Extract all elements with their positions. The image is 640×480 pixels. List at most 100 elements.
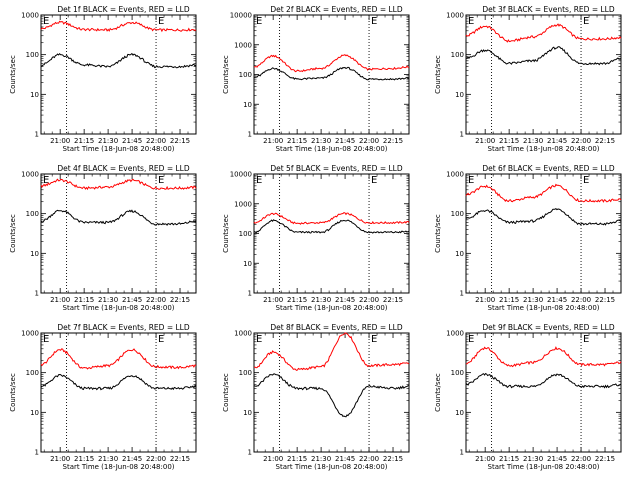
plot-frame <box>465 332 622 453</box>
y-tick-label: 10 <box>243 409 252 417</box>
y-tick-label: 10 <box>455 409 464 417</box>
x-tick-label: 21:45 <box>335 137 355 145</box>
events-series-line <box>40 52 197 69</box>
plot-frame <box>40 173 197 294</box>
lld-series-line <box>465 23 622 43</box>
x-axis-label: Start Time (18-Jun-08 20:48:00) <box>488 463 600 471</box>
x-tick-label: 21:30 <box>523 137 543 145</box>
y-tick-label: 1000 <box>446 12 464 20</box>
x-tick-label: 22:00 <box>571 296 591 304</box>
y-tick-label: 100 <box>451 51 464 59</box>
events-series-line <box>40 209 197 226</box>
y-axis-label: Counts/sec <box>9 214 17 253</box>
x-tick-label: 22:15 <box>383 455 403 463</box>
x-tick-label: 21:15 <box>287 455 307 463</box>
x-tick-label: 21:00 <box>50 455 70 463</box>
x-tick-label: 21:45 <box>547 455 567 463</box>
y-axis-label: Counts/sec <box>434 214 442 253</box>
y-tick-label: 100 <box>239 71 252 79</box>
x-tick-label: 22:15 <box>383 137 403 145</box>
y-axis-label: Counts/sec <box>222 373 230 412</box>
marker-label-left: E <box>256 175 262 186</box>
x-tick-label: 21:45 <box>122 137 142 145</box>
x-tick-label: 21:00 <box>263 455 283 463</box>
x-tick-label: 22:00 <box>359 296 379 304</box>
panel-title: Det 3f BLACK = Events, RED = LLD <box>482 5 615 14</box>
x-tick-label: 21:45 <box>335 296 355 304</box>
x-tick-label: 21:30 <box>311 137 331 145</box>
x-axis-label: Start Time (18-Jun-08 20:48:00) <box>276 463 388 471</box>
y-tick-label: 100 <box>239 230 252 238</box>
x-axis-label: Start Time (18-Jun-08 20:48:00) <box>63 304 175 312</box>
panel-title: Det 5f BLACK = Events, RED = LLD <box>270 164 403 173</box>
x-tick-label: 22:00 <box>146 296 166 304</box>
x-tick-label: 21:30 <box>311 296 331 304</box>
y-tick-label: 1 <box>248 449 252 457</box>
panel-title: Det 4f BLACK = Events, RED = LLD <box>57 164 190 173</box>
y-tick-label: 1 <box>35 131 39 139</box>
marker-label-right: E <box>371 16 377 27</box>
y-tick-label: 1000 <box>446 171 464 179</box>
x-tick-label: 21:00 <box>50 296 70 304</box>
x-tick-label: 21:45 <box>122 296 142 304</box>
plot-frame <box>40 332 197 453</box>
x-tick-label: 21:30 <box>98 455 118 463</box>
x-tick-label: 21:15 <box>287 296 307 304</box>
lld-series-line <box>465 183 622 203</box>
x-tick-label: 22:15 <box>170 296 190 304</box>
y-tick-label: 1000 <box>234 41 252 49</box>
marker-label-right: E <box>371 175 377 186</box>
marker-label-right: E <box>371 334 377 345</box>
detector-panel: Det 2f BLACK = Events, RED = LLD 1 10 100 10… <box>222 5 410 153</box>
detector-panel: Det 4f BLACK = Events, RED = LLD 1 10 100 10… <box>9 164 197 312</box>
x-tick-label: 22:15 <box>595 455 615 463</box>
y-tick-label: 10 <box>455 91 464 99</box>
detector-panel: Det 3f BLACK = Events, RED = LLD 1 10 100 10… <box>434 5 622 153</box>
y-tick-label: 10 <box>243 101 252 109</box>
y-axis-label: Counts/sec <box>434 55 442 94</box>
y-tick-label: 100 <box>239 369 252 377</box>
detector-panel: Det 7f BLACK = Events, RED = LLD 1 10 100 10… <box>9 323 197 471</box>
marker-label-right: E <box>583 334 589 345</box>
x-tick-label: 22:00 <box>571 137 591 145</box>
marker-label-right: E <box>158 334 164 345</box>
x-tick-label: 21:30 <box>523 455 543 463</box>
detector-panel: Det 5f BLACK = Events, RED = LLD 1 10 100 10… <box>222 164 410 312</box>
x-tick-label: 21:00 <box>475 137 495 145</box>
y-tick-label: 10 <box>30 250 39 258</box>
x-tick-label: 22:15 <box>595 296 615 304</box>
y-tick-label: 1000 <box>21 171 39 179</box>
events-series-line <box>465 207 622 226</box>
y-tick-label: 1 <box>460 290 464 298</box>
x-tick-label: 22:00 <box>146 137 166 145</box>
plot-frame <box>253 332 410 453</box>
x-axis-label: Start Time (18-Jun-08 20:48:00) <box>276 145 388 153</box>
x-tick-label: 21:45 <box>547 137 567 145</box>
y-tick-label: 1 <box>460 131 464 139</box>
y-tick-label: 1000 <box>446 330 464 338</box>
x-tick-label: 21:30 <box>98 296 118 304</box>
x-axis-label: Start Time (18-Jun-08 20:48:00) <box>63 145 175 153</box>
y-tick-label: 10 <box>243 260 252 268</box>
y-axis-label: Counts/sec <box>9 373 17 412</box>
marker-label-left: E <box>256 16 262 27</box>
x-tick-label: 21:00 <box>50 137 70 145</box>
events-series-line <box>465 372 622 389</box>
y-tick-label: 100 <box>26 51 39 59</box>
y-tick-label: 1 <box>248 290 252 298</box>
x-tick-label: 22:15 <box>383 296 403 304</box>
x-tick-label: 21:15 <box>287 137 307 145</box>
x-tick-label: 22:00 <box>359 137 379 145</box>
marker-label-left: E <box>43 334 49 345</box>
panel-title: Det 2f BLACK = Events, RED = LLD <box>270 5 403 14</box>
marker-label-left: E <box>43 175 49 186</box>
panel-title: Det 6f BLACK = Events, RED = LLD <box>482 164 615 173</box>
detector-panel: Det 8f BLACK = Events, RED = LLD 1 10 100 10… <box>222 323 410 471</box>
plot-frame <box>465 173 622 294</box>
marker-label-left: E <box>43 16 49 27</box>
x-tick-label: 22:15 <box>595 137 615 145</box>
lld-series-line <box>253 54 410 73</box>
x-tick-label: 21:15 <box>74 455 94 463</box>
x-axis-label: Start Time (18-Jun-08 20:48:00) <box>488 304 600 312</box>
y-axis-label: Counts/sec <box>434 373 442 412</box>
